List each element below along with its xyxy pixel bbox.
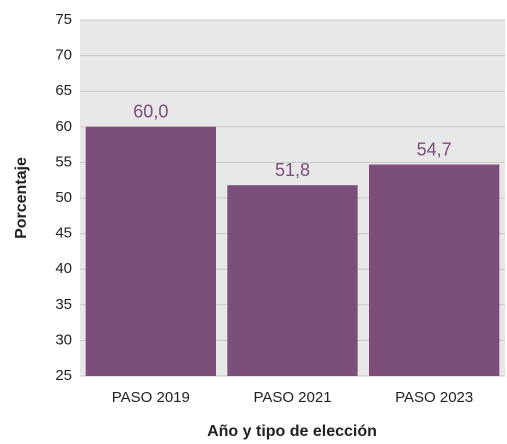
y-tick-label: 30 <box>55 331 72 348</box>
y-tick-label: 55 <box>55 153 72 170</box>
x-tick-label: PASO 2021 <box>253 389 331 406</box>
y-tick-label: 35 <box>55 296 72 313</box>
data-label: 60,0 <box>133 102 168 122</box>
y-tick-label: 75 <box>55 11 72 28</box>
x-tick-label: PASO 2023 <box>395 389 473 406</box>
data-label: 51,8 <box>275 160 310 180</box>
y-tick-label: 70 <box>55 47 72 64</box>
data-label: 54,7 <box>417 139 452 159</box>
y-tick-label: 40 <box>55 260 72 277</box>
x-axis-label: Año y tipo de elección <box>207 423 377 440</box>
bar <box>85 126 217 376</box>
y-tick-label: 50 <box>55 189 72 206</box>
y-tick-label: 45 <box>55 225 72 242</box>
y-axis-label: Porcentaje <box>13 157 30 239</box>
y-tick-label: 25 <box>55 367 72 384</box>
bar <box>227 185 358 376</box>
x-tick-label: PASO 2019 <box>112 389 190 406</box>
y-tick-label: 60 <box>55 118 72 135</box>
y-tick-label: 65 <box>55 82 72 99</box>
bar <box>369 164 500 376</box>
